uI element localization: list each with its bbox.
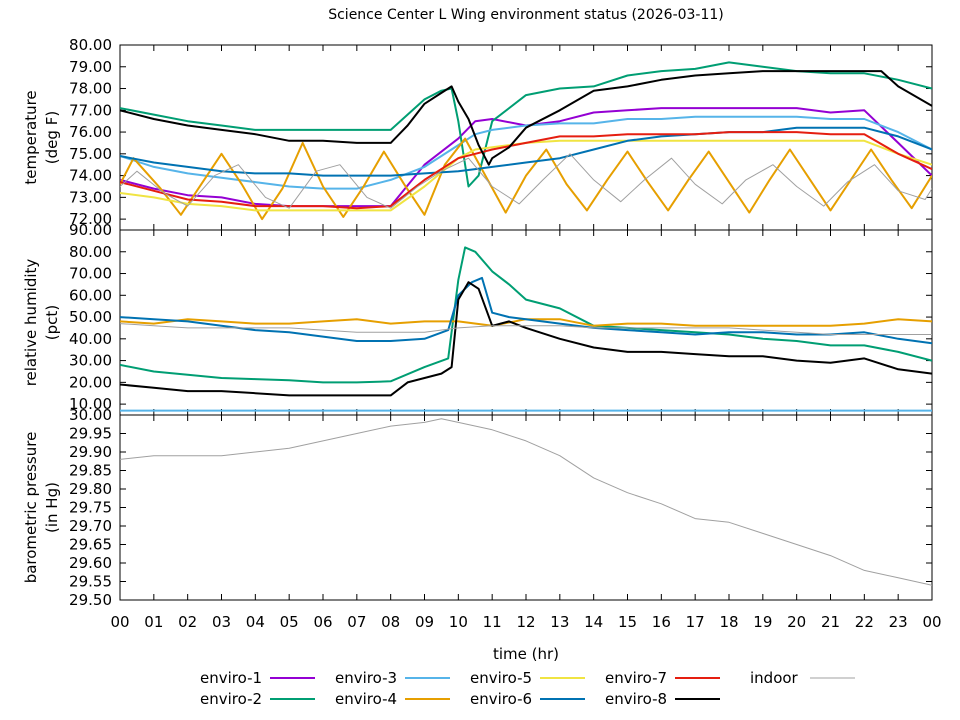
x-tick-label: 10 bbox=[449, 613, 468, 631]
x-tick-label: 14 bbox=[584, 613, 603, 631]
y-tick-label: 60.00 bbox=[69, 286, 112, 304]
y-tick-label: 29.65 bbox=[69, 536, 112, 554]
series-group bbox=[120, 246, 932, 412]
y-tick-label: 70.00 bbox=[69, 265, 112, 283]
series-line-indoor bbox=[120, 418, 932, 586]
x-tick-label: 12 bbox=[516, 613, 535, 631]
x-tick-label: 15 bbox=[618, 613, 637, 631]
series-line-enviro-2 bbox=[120, 61, 932, 188]
y-tick-label: 74.00 bbox=[69, 167, 112, 185]
y-tick-label: 29.75 bbox=[69, 499, 112, 517]
y-tick-label: 20.00 bbox=[69, 373, 112, 391]
y-tick-label: 73.00 bbox=[69, 188, 112, 206]
y-tick-label: 80.00 bbox=[69, 36, 112, 54]
chart-panels: 72.00 73.00 74.00 75.00 76.00 77.00 78.00 79.00… bbox=[22, 36, 933, 609]
series-line-indoor bbox=[120, 323, 932, 335]
x-tick-label: 20 bbox=[787, 613, 806, 631]
series-line-enviro-3 bbox=[120, 115, 932, 190]
y-tick-label: 80.00 bbox=[69, 243, 112, 261]
x-tick-label: 22 bbox=[855, 613, 874, 631]
x-tick-label: 17 bbox=[686, 613, 705, 631]
y-tick-label: 10.00 bbox=[69, 395, 112, 413]
y-axis-label: relative humidity bbox=[22, 259, 40, 387]
y-tick-label: 77.00 bbox=[69, 101, 112, 119]
x-tick-label: 06 bbox=[313, 613, 332, 631]
x-tick-label: 21 bbox=[821, 613, 840, 631]
x-tick-label: 16 bbox=[652, 613, 671, 631]
legend-label-enviro-4: enviro-4 bbox=[335, 690, 397, 708]
series-group bbox=[120, 418, 932, 586]
series-line-enviro-1 bbox=[120, 107, 932, 208]
y-tick-label: 29.60 bbox=[69, 554, 112, 572]
series-line-enviro-4 bbox=[120, 137, 932, 221]
y-tick-label: 79.00 bbox=[69, 58, 112, 76]
y-tick-label: 78.00 bbox=[69, 80, 112, 98]
y-tick-label: 29.85 bbox=[69, 462, 112, 480]
legend-label-indoor: indoor bbox=[750, 669, 799, 687]
y-axis-label: barometric pressure bbox=[22, 432, 40, 584]
y-tick-label: 29.70 bbox=[69, 517, 112, 535]
y-tick-label: 30.00 bbox=[69, 352, 112, 370]
y-tick-label: 29.80 bbox=[69, 480, 112, 498]
y-tick-label: 29.50 bbox=[69, 591, 112, 609]
series-line-enviro-2 bbox=[120, 246, 932, 384]
panel-temperature: 72.00 73.00 74.00 75.00 76.00 77.00 78.00 79.00… bbox=[22, 36, 933, 231]
y-tick-label: 90.00 bbox=[69, 221, 112, 239]
x-tick-label: 04 bbox=[246, 613, 265, 631]
y-tick-label: 50.00 bbox=[69, 308, 112, 326]
y-tick-label: 72.00 bbox=[69, 210, 112, 228]
x-axis-label: time (hr) bbox=[493, 645, 559, 663]
x-tick-label: 19 bbox=[753, 613, 772, 631]
x-tick-label: 08 bbox=[381, 613, 400, 631]
legend-label-enviro-1: enviro-1 bbox=[200, 669, 262, 687]
series-line-indoor bbox=[120, 153, 932, 209]
legend-label-enviro-8: enviro-8 bbox=[605, 690, 667, 708]
y-tick-label: 40.00 bbox=[69, 330, 112, 348]
legend-label-enviro-7: enviro-7 bbox=[605, 669, 667, 687]
x-tick-label: 02 bbox=[178, 613, 197, 631]
x-tick-label: 11 bbox=[483, 613, 502, 631]
legend: enviro-1 enviro-2 enviro-3 enviro-4 enviro-5… bbox=[200, 669, 855, 708]
panel-humidity: 10.00 20.00 30.00 40.00 50.00 60.00 70.00 80.00… bbox=[22, 221, 933, 416]
y-axis-label: (in Hg) bbox=[43, 482, 61, 533]
legend-label-enviro-2: enviro-2 bbox=[200, 690, 262, 708]
panel-frame bbox=[119, 414, 933, 601]
series-line-enviro-6 bbox=[120, 276, 932, 345]
y-axis-label: (pct) bbox=[43, 305, 61, 340]
y-tick-label: 29.90 bbox=[69, 443, 112, 461]
x-tick-label: 03 bbox=[212, 613, 231, 631]
legend-label-enviro-5: enviro-5 bbox=[470, 669, 532, 687]
chart-title: Science Center L Wing environment status… bbox=[328, 7, 724, 23]
legend-label-enviro-6: enviro-6 bbox=[470, 690, 532, 708]
series-line-enviro-8 bbox=[120, 70, 932, 166]
x-tick-label: 01 bbox=[144, 613, 163, 631]
series-line-enviro-8 bbox=[120, 281, 932, 397]
y-tick-label: 29.55 bbox=[69, 573, 112, 591]
y-tick-label: 29.95 bbox=[69, 425, 112, 443]
x-tick-label: 00 bbox=[110, 613, 129, 631]
y-axis-label: temperature bbox=[22, 90, 40, 184]
x-tick-label: 13 bbox=[550, 613, 569, 631]
x-axis-ticks: 00 01 02 03 04 05 06 07 08 09 10 11 12 13 14 15 16 17 18 19… bbox=[110, 613, 941, 631]
y-axis-label: (deg F) bbox=[43, 111, 61, 164]
y-tick-label: 75.00 bbox=[69, 145, 112, 163]
x-tick-label: 18 bbox=[719, 613, 738, 631]
x-tick-label: 23 bbox=[889, 613, 908, 631]
series-line-enviro-5 bbox=[120, 139, 932, 212]
x-tick-label: 09 bbox=[415, 613, 434, 631]
series-group bbox=[120, 61, 932, 221]
x-tick-label: 07 bbox=[347, 613, 366, 631]
y-tick-label: 76.00 bbox=[69, 123, 112, 141]
x-tick-label: 00 bbox=[922, 613, 941, 631]
x-tick-label: 05 bbox=[280, 613, 299, 631]
panel-pressure: 29.5029.5529.6029.6529.7029.7529.8029.85… bbox=[22, 406, 933, 609]
legend-label-enviro-3: enviro-3 bbox=[335, 669, 397, 687]
y-tick-label: 30.00 bbox=[69, 406, 112, 424]
series-line-enviro-6 bbox=[120, 126, 932, 177]
